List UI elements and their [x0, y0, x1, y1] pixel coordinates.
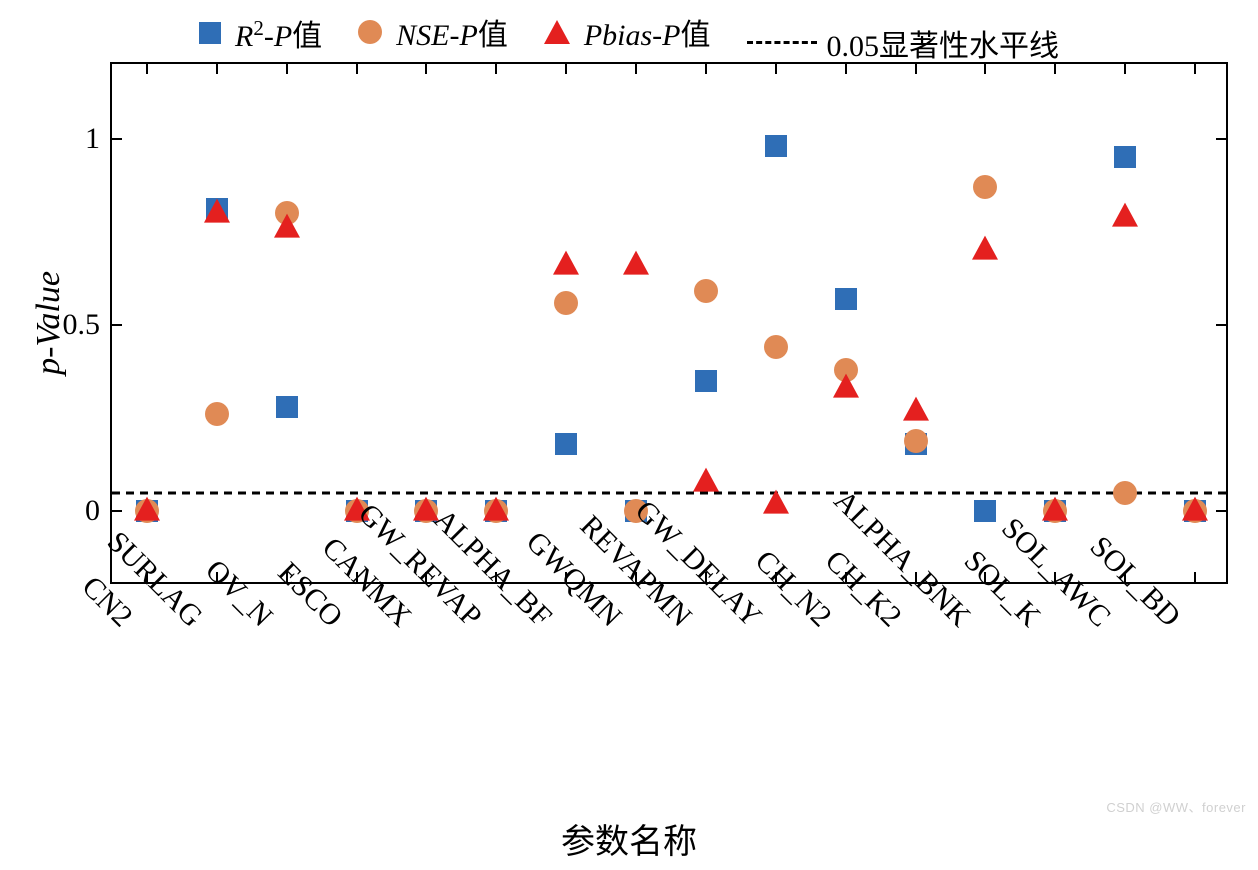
xtick-mark [1054, 62, 1056, 74]
xtick-mark [845, 62, 847, 74]
x-axis-label: 参数名称 [0, 814, 1258, 863]
data-point [695, 370, 717, 392]
ytick-mark [110, 324, 122, 326]
ytick-label: 0 [85, 494, 112, 528]
square-icon [199, 22, 221, 44]
data-point [763, 490, 789, 514]
xtick-mark [356, 62, 358, 74]
xtick-mark [1194, 572, 1196, 584]
chart-container: R2-P值NSE-P值Pbias-P值0.05显著性水平线 00.51 p-Va… [0, 0, 1258, 870]
ytick-mark [1216, 510, 1228, 512]
data-point [553, 251, 579, 275]
xtick-mark [565, 62, 567, 74]
legend-label: R2-P值 [235, 11, 322, 55]
legend-label: 0.05显著性水平线 [827, 21, 1060, 65]
significance-line [112, 491, 1226, 494]
xtick-mark [425, 62, 427, 74]
data-point [1112, 202, 1138, 226]
data-point [205, 402, 229, 426]
ytick-mark [110, 510, 122, 512]
legend-item: 0.05显著性水平线 [747, 21, 1060, 65]
circle-icon [358, 20, 382, 44]
data-point [1114, 146, 1136, 168]
legend-label: NSE-P值 [396, 10, 508, 54]
xtick-mark [1194, 62, 1196, 74]
watermark: CSDN @WW、forever [1106, 797, 1246, 816]
triangle-icon [544, 20, 570, 44]
ytick-label: 1 [85, 122, 112, 156]
xtick-mark [495, 62, 497, 74]
data-point [904, 429, 928, 453]
data-point [623, 251, 649, 275]
data-point [1113, 481, 1137, 505]
dash-icon [747, 41, 817, 44]
xtick-mark [775, 62, 777, 74]
legend: R2-P值 NSE-P值 Pbias-P值 0.05显著性水平线 [0, 10, 1258, 65]
xtick-mark [984, 62, 986, 74]
legend-item: NSE-P值 [358, 10, 508, 54]
data-point [1182, 497, 1208, 521]
data-point [974, 500, 996, 522]
xtick-mark [705, 62, 707, 74]
ytick-label: 0.5 [63, 308, 113, 342]
data-point [973, 175, 997, 199]
xtick-mark [1124, 62, 1126, 74]
data-point [1042, 497, 1068, 521]
data-point [833, 374, 859, 398]
data-point [903, 396, 929, 420]
data-point [835, 288, 857, 310]
data-point [204, 199, 230, 223]
data-point [555, 433, 577, 455]
data-point [276, 396, 298, 418]
data-point [972, 236, 998, 260]
ytick-mark [1216, 324, 1228, 326]
xtick-mark [146, 62, 148, 74]
xtick-mark [216, 62, 218, 74]
y-axis-label: p-Value [30, 271, 68, 375]
data-point [764, 335, 788, 359]
legend-item: Pbias-P值 [544, 10, 711, 54]
plot-area: 00.51 [110, 62, 1228, 584]
ytick-mark [1216, 138, 1228, 140]
data-point [134, 497, 160, 521]
xtick-mark [915, 62, 917, 74]
xtick-mark [286, 62, 288, 74]
data-point [693, 467, 719, 491]
data-point [694, 279, 718, 303]
ytick-mark [110, 138, 122, 140]
legend-item: R2-P值 [199, 11, 322, 55]
data-point [483, 497, 509, 521]
data-point [765, 135, 787, 157]
data-point [554, 291, 578, 315]
xtick-mark [635, 62, 637, 74]
legend-label: Pbias-P值 [584, 10, 711, 54]
data-point [274, 214, 300, 238]
